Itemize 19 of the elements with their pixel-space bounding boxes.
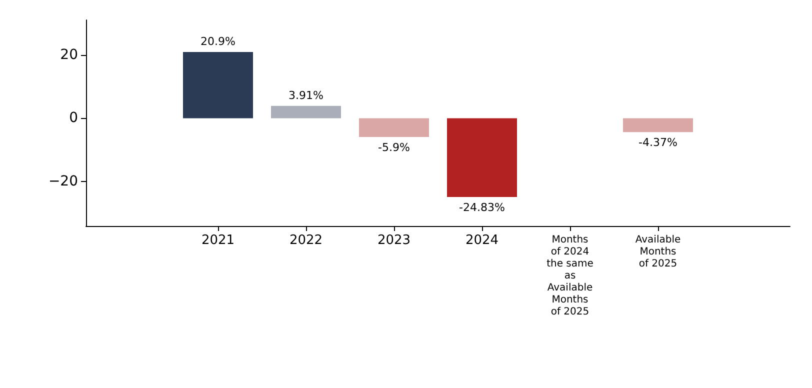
x-tick-label: 2021 (201, 233, 235, 248)
y-tick-label: −20 (48, 174, 78, 190)
data-label: 20.9% (200, 35, 236, 48)
data-label: -5.9% (378, 140, 410, 154)
x-tick-label: 2023 (377, 233, 411, 248)
x-tick-label: 2022 (289, 233, 323, 248)
y-tick-label: 0 (69, 110, 78, 126)
bar (271, 106, 341, 118)
x-tick-label: Available Months of 2025 (635, 234, 681, 270)
y-tick-label: 20 (60, 46, 78, 63)
data-label: 3.91% (288, 88, 324, 102)
bar (183, 52, 253, 118)
bar (447, 118, 517, 197)
x-tick-label: Months of 2024 the same as Available Months of 2025 (546, 234, 594, 318)
x-tick-label: 2024 (465, 233, 499, 248)
bar (623, 118, 693, 132)
data-label: -4.37% (638, 136, 678, 150)
data-label: -24.83% (459, 200, 505, 214)
bar (359, 118, 429, 137)
